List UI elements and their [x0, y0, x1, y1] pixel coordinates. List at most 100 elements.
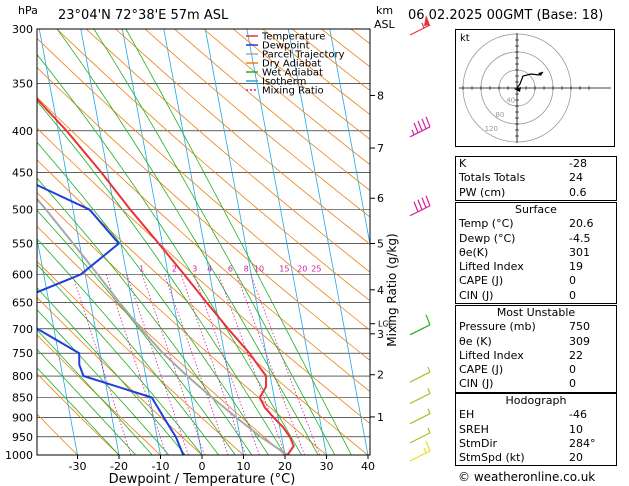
- wet-adiabat-line: [37, 329, 153, 455]
- hodograph-stat-label: StmDir: [459, 436, 498, 450]
- mixing-ratio-line: [218, 274, 286, 455]
- mixing-ratio-line: [250, 274, 321, 455]
- mixing-ratio-line: [105, 274, 167, 455]
- wind-barb: [409, 440, 431, 462]
- most-unstable-label: Pressure (mb): [459, 320, 536, 334]
- isotherm-line: [80, 29, 161, 455]
- pressure-tick-label: 800: [12, 370, 33, 383]
- pressure-tick-label: 1000: [5, 449, 33, 462]
- surface-value: 0: [569, 288, 576, 302]
- parcel-trajectory-line: [37, 197, 289, 455]
- surface-label: θe(K): [459, 245, 489, 259]
- dry-adiabat-line: [37, 260, 244, 455]
- hodograph-ring-label: 120: [485, 125, 498, 133]
- dry-adiabat-line: [37, 96, 370, 393]
- wet-adiabat-line: [37, 287, 186, 455]
- surface-row: Temp (°C) 20.6: [456, 217, 616, 231]
- km-tick-label: 8: [377, 89, 384, 102]
- index-row: PW (cm) 0.6: [456, 186, 616, 200]
- wind-barb-staff: [409, 205, 431, 217]
- pressure-tick-label: 750: [12, 347, 33, 360]
- most-unstable-row: CIN (J) 0: [456, 377, 616, 391]
- wind-barb-flag: [425, 116, 431, 128]
- index-row: K -28: [456, 157, 616, 171]
- wind-barb: [409, 427, 431, 444]
- temperature-tick-label: 20: [278, 460, 292, 473]
- surface-label: Lifted Index: [459, 260, 524, 274]
- wind-barb-flag: [425, 440, 431, 452]
- surface-label: CAPE (J): [459, 274, 504, 288]
- location-title: 23°04'N 72°38'E 57m ASL: [58, 8, 229, 23]
- indices-panel: K -28 Totals Totals 24 PW (cm) 0.6: [455, 156, 617, 201]
- most-unstable-label: Lifted Index: [459, 348, 524, 362]
- km-tick-label: 6: [377, 192, 384, 205]
- mixing-ratio-label: 8: [244, 264, 249, 273]
- dry-adiabat-line: [144, 29, 370, 218]
- isotherm-line: [204, 29, 286, 455]
- isotherm-line: [37, 236, 78, 455]
- hodograph-stat-label: SREH: [459, 422, 489, 436]
- dry-adiabat-line: [37, 159, 369, 455]
- wind-barb-flag: [417, 120, 423, 132]
- temperature-tick-label: 30: [320, 460, 334, 473]
- hodograph-stats-title: Hodograph: [505, 394, 567, 407]
- pressure-tick-label: 600: [12, 268, 33, 281]
- wet-adiabat-line: [37, 177, 253, 455]
- km-tick-label: 2: [377, 369, 384, 382]
- mixing-ratio-line: [193, 274, 260, 455]
- mixing-ratio-line: [141, 274, 205, 455]
- hodograph-stat-row: StmDir 284°: [456, 437, 616, 451]
- index-value: -28: [569, 157, 587, 170]
- wind-barb-half-flag: [411, 129, 415, 136]
- wind-barb: [409, 15, 431, 36]
- mixing-ratio-label: 6: [228, 264, 233, 273]
- isotherm-line: [38, 29, 120, 455]
- index-value: 24: [569, 171, 583, 185]
- pressure-tick-label: 550: [12, 237, 33, 250]
- mixing-ratio-line: [236, 274, 305, 455]
- lcl-label: LCL: [378, 320, 393, 329]
- most-unstable-label: CAPE (J): [459, 363, 504, 377]
- most-unstable-row: Lifted Index 22: [456, 349, 616, 363]
- pressure-tick-label: 850: [12, 391, 33, 404]
- dry-adiabat-line: [37, 37, 370, 331]
- mixing-ratio-label: 10: [254, 264, 264, 273]
- dry-adiabat-line: [37, 373, 120, 455]
- wet-adiabat-line: [37, 209, 236, 455]
- wind-barb-half-flag: [427, 388, 431, 394]
- dry-adiabat-line: [85, 29, 370, 273]
- dewpoint-line: [37, 183, 185, 455]
- mixing-ratio-label: 15: [279, 264, 289, 273]
- temperature-tick-label: -10: [152, 460, 170, 473]
- wind-barb-half-flag: [427, 366, 431, 373]
- index-row: Totals Totals 24: [456, 171, 616, 185]
- hodograph-ring-label: 80: [495, 111, 504, 119]
- wind-barb-staff: [409, 450, 431, 462]
- legend-label: Temperature: [261, 32, 325, 43]
- plot-frame: [36, 28, 371, 456]
- wet-adiabat-line: [37, 53, 302, 455]
- most-unstable-panel: Most Unstable Pressure (mb) 750 θe (K) 309 L…: [455, 305, 617, 393]
- hodograph-stats-panel: Hodograph EH -46 SREH 10 StmDir 284° StmSpd (k…: [455, 393, 617, 467]
- most-unstable-label: CIN (J): [459, 377, 494, 391]
- pressure-tick-label: 300: [12, 23, 33, 36]
- wind-barb-staff: [409, 126, 431, 138]
- index-value: 0.6: [569, 185, 587, 199]
- wind-barb-half-flag: [423, 447, 427, 454]
- surface-label: Temp (°C): [459, 217, 514, 231]
- pressure-tick-label: 400: [12, 125, 33, 138]
- hodograph-stat-value: 10: [569, 422, 583, 436]
- wind-barb-half-flag: [427, 427, 431, 434]
- surface-row: Lifted Index 19: [456, 260, 616, 274]
- wind-barb-flag: [413, 201, 419, 212]
- most-unstable-row: Pressure (mb) 750: [456, 320, 616, 334]
- mixing-ratio-label: 3: [192, 264, 197, 273]
- wet-adiabat-line: [125, 29, 352, 455]
- wet-adiabat-line: [37, 263, 203, 455]
- dry-adiabat-line: [37, 127, 370, 425]
- mixing-ratio-label: 25: [311, 264, 321, 273]
- pressure-tick-label: 700: [12, 323, 33, 336]
- wind-barb: [409, 116, 431, 138]
- hodograph-stat-label: StmSpd (kt): [459, 451, 525, 465]
- wind-barb-half-flag: [427, 408, 431, 414]
